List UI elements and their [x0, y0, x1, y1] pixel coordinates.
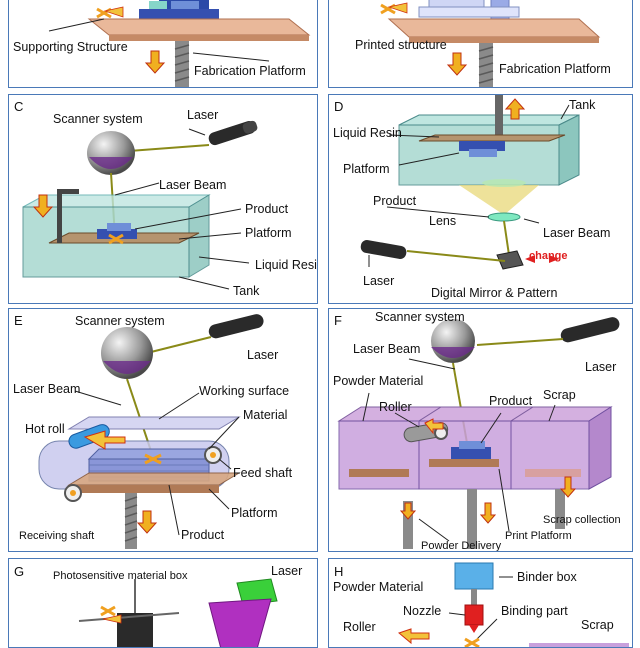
- panel-letter-f: F: [334, 313, 342, 328]
- label-powder-delivery-f: Powder Delivery: [421, 540, 502, 552]
- panel-letter-c: C: [14, 99, 24, 114]
- label-printed-structure: Printed structure: [355, 38, 447, 52]
- label-print-platform-f: Print Platform: [505, 530, 572, 542]
- panel-letter-d: D: [334, 99, 344, 114]
- label-nozzle-h: Nozzle: [403, 604, 442, 618]
- label-laser-beam-f: Laser Beam: [353, 342, 421, 356]
- label-powder-material-h: Powder Material: [333, 580, 424, 594]
- label-fabrication-platform: Fabrication Platform: [194, 64, 306, 78]
- label-receiving-shaft-e: Receiving shaft: [19, 530, 95, 542]
- label-laser-g: Laser: [271, 564, 303, 578]
- label-laser-c: Laser: [187, 108, 219, 122]
- panel-g: G Photosensitive material box Laser: [8, 558, 318, 648]
- panel-e: E Scanner system Laser Laser Beam Workin…: [8, 308, 318, 552]
- panel-d-illustration: [360, 95, 580, 270]
- label-working-surface-e: Working surface: [199, 384, 290, 398]
- panel-a: Supporting Structure Fabrication Platfor…: [8, 0, 318, 88]
- panel-letter-e: E: [14, 313, 23, 328]
- label-product-c: Product: [245, 202, 289, 216]
- label-material-e: Material: [243, 408, 288, 422]
- label-platform-c: Platform: [245, 226, 292, 240]
- label-digital-mirror-d: Digital Mirror & Pattern: [431, 286, 558, 300]
- label-fabrication-platform-b: Fabrication Platform: [499, 62, 611, 76]
- label-feed-shaft-e: Feed shaft: [233, 466, 293, 480]
- label-liquid-resin-d: Liquid Resin: [333, 126, 402, 140]
- label-supporting-structure: Supporting Structure: [13, 40, 128, 54]
- label-scanner-system-e: Scanner system: [75, 314, 165, 328]
- label-product-d: Product: [373, 194, 417, 208]
- label-tank-d: Tank: [569, 98, 596, 112]
- label-roller-f: Roller: [379, 400, 412, 414]
- label-binder-box-h: Binder box: [517, 570, 577, 584]
- panel-h-illustration: [397, 562, 629, 647]
- label-powder-material-f: Powder Material: [333, 374, 424, 388]
- panel-d: D Tank Liquid Resin Platform Product Len…: [328, 94, 633, 304]
- panel-h: H Binder box Powder Material Nozzle Bind…: [328, 558, 633, 648]
- panel-letter-h: H: [334, 564, 344, 579]
- label-change-d: change: [529, 250, 568, 262]
- panel-c: C Scanner system Laser Laser Beam Produc…: [8, 94, 318, 304]
- label-scrap-h: Scrap: [581, 618, 614, 632]
- label-scanner-system-f: Scanner system: [375, 310, 465, 324]
- label-laser-beam-d: Laser Beam: [543, 226, 611, 240]
- panel-letter-g: G: [14, 564, 25, 579]
- panel-e-illustration: [38, 314, 264, 549]
- panel-a-illustration: [48, 0, 311, 87]
- label-scrap-f: Scrap: [543, 388, 576, 402]
- label-laser-beam-c: Laser Beam: [159, 178, 227, 192]
- label-liquid-resin-c: Liquid Resin: [255, 258, 318, 272]
- label-laser-e: Laser: [247, 348, 279, 362]
- panel-f: F Scanner system Laser Beam Laser Powder…: [328, 308, 633, 552]
- label-platform-e: Platform: [231, 506, 278, 520]
- label-product-f: Product: [489, 394, 533, 408]
- label-binding-part-h: Binding part: [501, 604, 568, 618]
- label-laser-beam-e: Laser Beam: [13, 382, 81, 396]
- label-laser-d: Laser: [363, 274, 395, 288]
- label-photosensitive-box-g: Photosensitive material box: [53, 570, 188, 582]
- panel-b: Printed structure Fabrication Platform: [328, 0, 633, 88]
- label-scrap-collection-f: Scrap collection: [543, 514, 621, 526]
- panel-g-illustration: [78, 578, 278, 647]
- panel-f-illustration: [337, 317, 620, 549]
- label-lens-d: Lens: [429, 214, 457, 228]
- label-tank-c: Tank: [233, 284, 260, 298]
- panel-b-illustration: [380, 0, 601, 87]
- label-product-e: Product: [181, 528, 225, 542]
- label-hot-roll-e: Hot roll: [25, 422, 65, 436]
- label-roller-h: Roller: [343, 620, 376, 634]
- label-laser-f: Laser: [585, 360, 617, 374]
- label-platform-d: Platform: [343, 162, 390, 176]
- label-scanner-system-c: Scanner system: [53, 112, 143, 126]
- panel-c-illustration: [22, 120, 258, 290]
